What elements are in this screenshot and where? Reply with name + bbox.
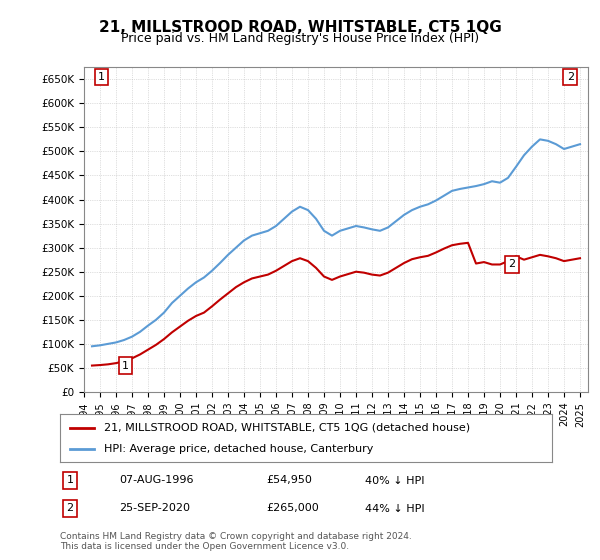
Text: 2: 2 — [66, 503, 73, 514]
Text: 1: 1 — [122, 361, 129, 371]
Text: £265,000: £265,000 — [266, 503, 319, 514]
Text: HPI: Average price, detached house, Canterbury: HPI: Average price, detached house, Cant… — [104, 444, 374, 454]
Text: 40% ↓ HPI: 40% ↓ HPI — [365, 475, 425, 486]
Text: 2: 2 — [508, 259, 515, 269]
Text: 1: 1 — [67, 475, 73, 486]
Text: 1: 1 — [98, 72, 105, 82]
Text: Contains HM Land Registry data © Crown copyright and database right 2024.
This d: Contains HM Land Registry data © Crown c… — [60, 532, 412, 552]
Text: 21, MILLSTROOD ROAD, WHITSTABLE, CT5 1QG (detached house): 21, MILLSTROOD ROAD, WHITSTABLE, CT5 1QG… — [104, 423, 470, 433]
Text: 44% ↓ HPI: 44% ↓ HPI — [365, 503, 425, 514]
Text: 07-AUG-1996: 07-AUG-1996 — [119, 475, 194, 486]
Text: £54,950: £54,950 — [266, 475, 313, 486]
Text: Price paid vs. HM Land Registry's House Price Index (HPI): Price paid vs. HM Land Registry's House … — [121, 32, 479, 45]
Text: 2: 2 — [567, 72, 574, 82]
Text: 25-SEP-2020: 25-SEP-2020 — [119, 503, 190, 514]
Text: 21, MILLSTROOD ROAD, WHITSTABLE, CT5 1QG: 21, MILLSTROOD ROAD, WHITSTABLE, CT5 1QG — [98, 20, 502, 35]
